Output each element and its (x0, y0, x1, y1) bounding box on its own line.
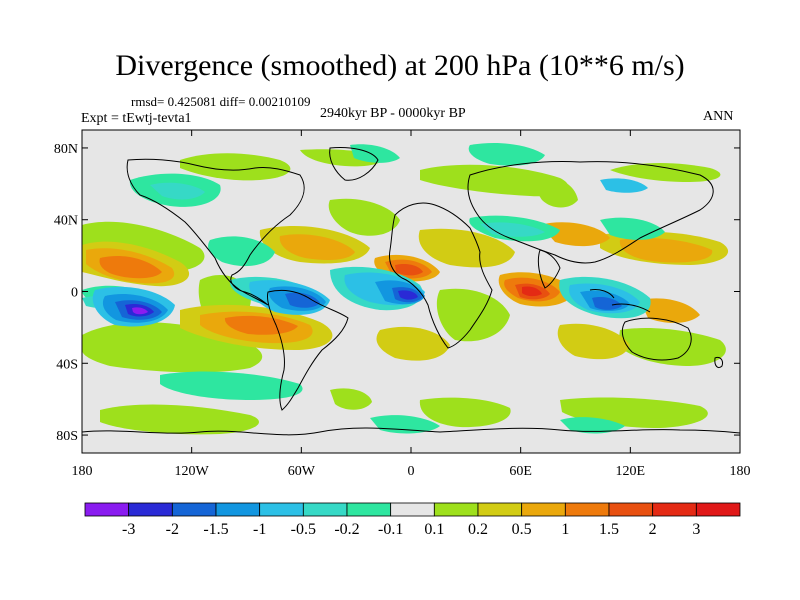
x-tick-label: 120W (175, 464, 210, 479)
colorbar-swatch (477, 502, 523, 517)
season-label: ANN (703, 109, 734, 124)
colorbar-label: 0.2 (468, 521, 488, 538)
y-tick-label: 40S (56, 357, 78, 372)
colorbar-swatch (259, 502, 304, 517)
y-tick-label: 40N (54, 214, 78, 229)
period-label: 2940kyr BP - 0000kyr BP (320, 106, 466, 121)
divergence-field (82, 143, 729, 435)
colorbar-label: -2 (166, 521, 179, 538)
colorbar-swatch (521, 502, 566, 517)
x-tick-label: 0 (408, 464, 415, 479)
colorbar: -3 -2 -1.5 -1 -0.5 -0.2 -0.1 0.1 0.2 0.5 1 1.5 2 3 (84, 502, 741, 538)
colorbar-swatch (564, 502, 610, 517)
colorbar-swatch (695, 502, 741, 517)
colorbar-label: -1.5 (203, 521, 228, 538)
colorbar-label: 0.1 (424, 521, 444, 538)
colorbar-swatch (652, 502, 697, 517)
colorbar-swatch (84, 502, 130, 517)
y-tick-label: 80S (56, 429, 78, 444)
colorbar-swatch (433, 502, 479, 517)
x-axis: 180 120W 60W 0 60E 120E 180 (72, 130, 751, 479)
colorbar-label: -1 (253, 521, 266, 538)
colorbar-label: 0.5 (512, 521, 532, 538)
colorbar-swatch (215, 502, 261, 517)
colorbar-label: -0.1 (378, 521, 403, 538)
colorbar-label: 1.5 (599, 521, 619, 538)
colorbar-swatch (346, 502, 392, 517)
experiment-label: Expt = tEwtj-tevta1 (81, 111, 192, 126)
colorbar-swatch (302, 502, 348, 517)
y-axis: 80N 40N 0 40S 80S (54, 142, 740, 444)
colorbar-label: -3 (122, 521, 135, 538)
stats-text: rmsd= 0.425081 diff= 0.00210109 (131, 94, 311, 109)
coastlines (82, 147, 740, 436)
x-tick-label: 60W (288, 464, 316, 479)
colorbar-label: -0.2 (334, 521, 359, 538)
colorbar-swatch (608, 502, 654, 517)
colorbar-label: 1 (561, 521, 569, 538)
x-tick-label: 60E (509, 464, 532, 479)
map-title: Divergence (smoothed) at 200 hPa (10**6 … (115, 49, 685, 82)
y-tick-label: 80N (54, 142, 78, 157)
colorbar-swatch (390, 502, 435, 517)
colorbar-label: 2 (649, 521, 657, 538)
colorbar-label: 3 (692, 521, 700, 538)
y-tick-label: 0 (71, 286, 78, 301)
colorbar-label: -0.5 (291, 521, 316, 538)
colorbar-swatch (171, 502, 217, 517)
x-tick-label: 120E (616, 464, 646, 479)
x-tick-label: 180 (730, 464, 751, 479)
x-tick-label: 180 (72, 464, 93, 479)
colorbar-swatch (128, 502, 173, 517)
